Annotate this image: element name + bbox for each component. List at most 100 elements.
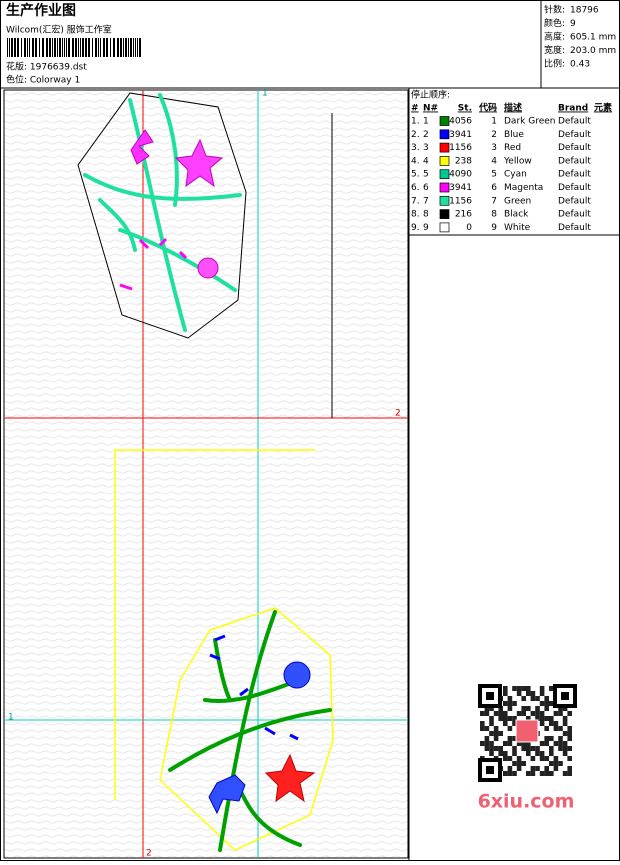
qr-cell (544, 696, 549, 701)
qr-cell (489, 716, 494, 721)
qr-cell (507, 726, 513, 731)
bar-line (106, 38, 108, 57)
table-cell: 8. (411, 210, 420, 220)
qr-cell (544, 736, 549, 741)
qr-cell (544, 771, 549, 776)
table-cell: Black (504, 210, 529, 220)
qr-cell (553, 726, 559, 731)
table-cell: 7 (491, 196, 497, 206)
qr-cell (539, 711, 545, 716)
qr-cell (498, 731, 503, 736)
qr-cell (562, 741, 568, 746)
bar-line (7, 38, 8, 57)
qr-cell (558, 761, 563, 766)
qr-cell (503, 716, 508, 721)
qr-cell (549, 701, 554, 706)
qr-cell (530, 771, 536, 776)
qr-cell (480, 726, 485, 731)
qr-cell (493, 731, 499, 736)
qr-cell (493, 736, 499, 741)
table-cell: 3 (491, 143, 497, 153)
stat-value: 0.43 (570, 60, 590, 70)
qr-cell (489, 746, 494, 751)
qr-cell (503, 771, 508, 776)
qr-cell (484, 711, 490, 716)
table-cell: Default (558, 143, 591, 153)
bar-line (125, 38, 127, 57)
qr-cell (484, 706, 490, 711)
bar-line (128, 38, 129, 57)
qr-cell (558, 706, 563, 711)
qr-cell (539, 701, 545, 706)
bar-line (82, 38, 84, 57)
qr-cell (535, 751, 540, 756)
table-cell: 8 (423, 210, 429, 220)
table-cell: 3 (423, 143, 429, 153)
qr-cell (549, 751, 554, 756)
table-cell: 6 (423, 183, 429, 193)
qr-cell (489, 721, 494, 726)
qr-cell (498, 751, 503, 756)
bar-line (88, 38, 90, 57)
qr-cell (544, 706, 549, 711)
qr-cell (516, 691, 522, 696)
table-cell: Default (558, 183, 591, 193)
table-cell: 9 (491, 223, 497, 233)
color-swatch (439, 209, 450, 219)
stat-value: 605.1 mm (570, 33, 616, 43)
qr-cell (535, 716, 540, 721)
qr-cell (516, 711, 522, 716)
qr-cell (530, 691, 536, 696)
qr-cell (562, 716, 568, 721)
qr-cell (503, 756, 508, 761)
qr-cell (480, 741, 485, 746)
bar-line (9, 38, 10, 57)
qr-cell (553, 711, 559, 716)
table-cell: 5 (491, 170, 497, 180)
stat-value: 9 (570, 19, 576, 29)
qr-cell (521, 741, 526, 746)
qr-cell (507, 701, 513, 706)
column-header: St. (458, 104, 472, 114)
bar-line (39, 38, 40, 57)
color-swatch (439, 116, 450, 126)
table-cell: 7. (411, 196, 420, 206)
qr-cell (516, 686, 522, 691)
qr-cell (512, 716, 517, 721)
qr-cell (539, 771, 545, 776)
table-cell: Default (558, 223, 591, 233)
table-cell: 4090 (449, 170, 472, 180)
qr-cell (549, 761, 554, 766)
qr-cell (507, 706, 513, 711)
qr-cell (558, 741, 563, 746)
qr-cell (530, 746, 536, 751)
bar-line (64, 38, 65, 57)
table-cell: Default (558, 130, 591, 140)
qr-logo (515, 719, 539, 743)
color-swatch (439, 129, 450, 140)
qr-cell (507, 766, 513, 771)
table-cell: Green (504, 196, 531, 206)
bar-line (14, 38, 16, 57)
qr-cell (512, 721, 517, 726)
bar-line (92, 38, 93, 57)
stat-value: 203.0 mm (570, 46, 616, 56)
design-area (3, 89, 409, 859)
table-cell: Default (558, 210, 591, 220)
qr-cell (512, 746, 517, 751)
table-cell: 1. (411, 117, 420, 127)
qr-cell (484, 746, 490, 751)
software: Wilcom(汇宏) 服饰工作室 (6, 24, 112, 36)
bar-line (72, 38, 74, 57)
table-cell: Default (558, 196, 591, 206)
bar-line (66, 38, 67, 57)
table-cell: Red (504, 143, 521, 153)
qr-cell (562, 751, 568, 756)
bar-line (11, 38, 13, 57)
qr-cell (567, 726, 572, 731)
table-cell: 5 (423, 170, 429, 180)
qr-cell (549, 716, 554, 721)
table-cell: 5. (411, 170, 420, 180)
qr-cell (544, 716, 549, 721)
